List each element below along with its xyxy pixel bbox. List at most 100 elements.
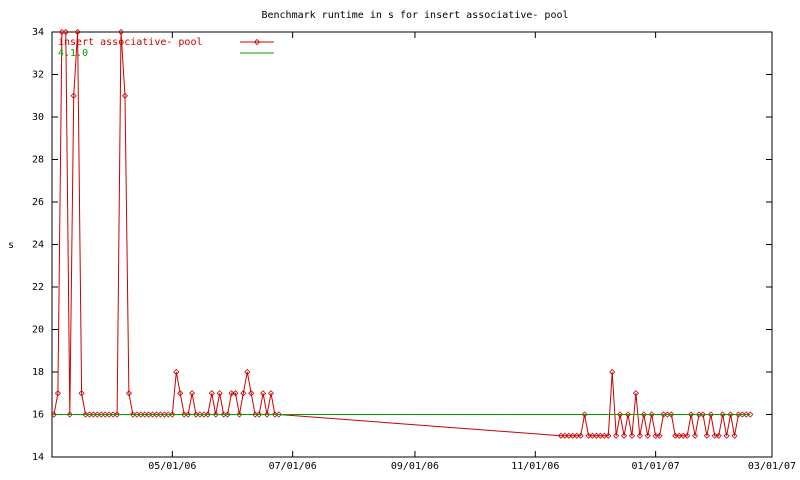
point [585,432,592,439]
point [703,432,710,439]
point [731,432,738,439]
point [50,411,58,418]
point [74,28,81,36]
point [628,432,636,439]
point [632,390,639,397]
point [216,390,223,397]
y-axis-label: s [8,240,14,251]
point [62,28,69,36]
y-tick-label: 32 [32,70,44,81]
y-tick-label: 24 [32,240,44,251]
point [609,368,616,376]
y-tick-label: 22 [32,282,44,293]
point [263,411,271,418]
point [644,432,651,439]
point [267,390,275,397]
point [719,411,726,418]
point [573,432,580,439]
point [723,432,730,439]
point [58,28,65,36]
point [652,432,659,439]
point [86,411,93,418]
point [173,368,180,376]
point [90,411,97,418]
point [668,411,675,418]
x-tick-label: 01/01/07 [632,461,680,472]
plot-frame [51,31,773,458]
point [695,411,703,418]
y-tick-label: 14 [32,452,44,463]
point [271,411,278,418]
point [145,411,152,418]
point [212,411,219,418]
point [636,432,643,439]
point [248,390,255,397]
y-tick-label: 18 [32,367,44,378]
point [232,390,239,397]
point [692,432,699,439]
point [121,92,129,99]
point [581,411,588,418]
point [157,411,164,418]
point [664,411,671,418]
point [624,411,632,418]
point [707,411,714,418]
point [204,411,211,418]
point [593,432,600,439]
point [747,411,754,418]
point [106,411,113,418]
y-tick-label: 20 [32,325,44,336]
legend-label: insert associative- pool [58,37,203,48]
chart-title: Benchmark runtime in s for insert associ… [261,10,568,21]
point [699,411,707,418]
point [577,432,584,439]
y-tick-label: 26 [32,197,44,208]
point [684,432,691,439]
point [102,411,109,418]
point [236,411,243,418]
point [220,411,227,418]
point [188,390,196,397]
point [208,390,215,397]
point [196,411,204,418]
point [240,390,247,397]
point [177,390,184,397]
series-line [53,31,751,437]
point [739,411,746,418]
point [660,411,667,418]
y-tick-label: 28 [32,155,44,166]
point [680,432,687,439]
point [161,411,168,418]
point [597,432,604,439]
point [137,411,144,418]
point [149,411,156,418]
x-tick-label: 09/01/06 [391,461,439,472]
point [256,411,263,418]
point [153,411,160,418]
point [114,411,121,418]
x-tick-label: 07/01/06 [269,461,317,472]
point [110,411,117,418]
point [252,411,259,418]
point [125,390,132,397]
point [165,411,172,418]
point [224,411,231,418]
point [601,432,608,439]
point [589,432,596,439]
point [141,411,148,418]
point [117,28,125,36]
legend-label: 4.1.0 [58,48,88,59]
point [260,390,267,397]
point [617,411,624,418]
y-tick-label: 16 [32,410,44,421]
legend-marker [253,38,261,46]
point [656,432,663,439]
point [192,411,200,418]
point [169,411,176,418]
x-tick-label: 11/01/06 [511,461,559,472]
point [185,411,192,418]
point [244,368,251,376]
point [70,92,77,99]
y-tick-label: 34 [32,27,44,38]
point [613,432,620,439]
